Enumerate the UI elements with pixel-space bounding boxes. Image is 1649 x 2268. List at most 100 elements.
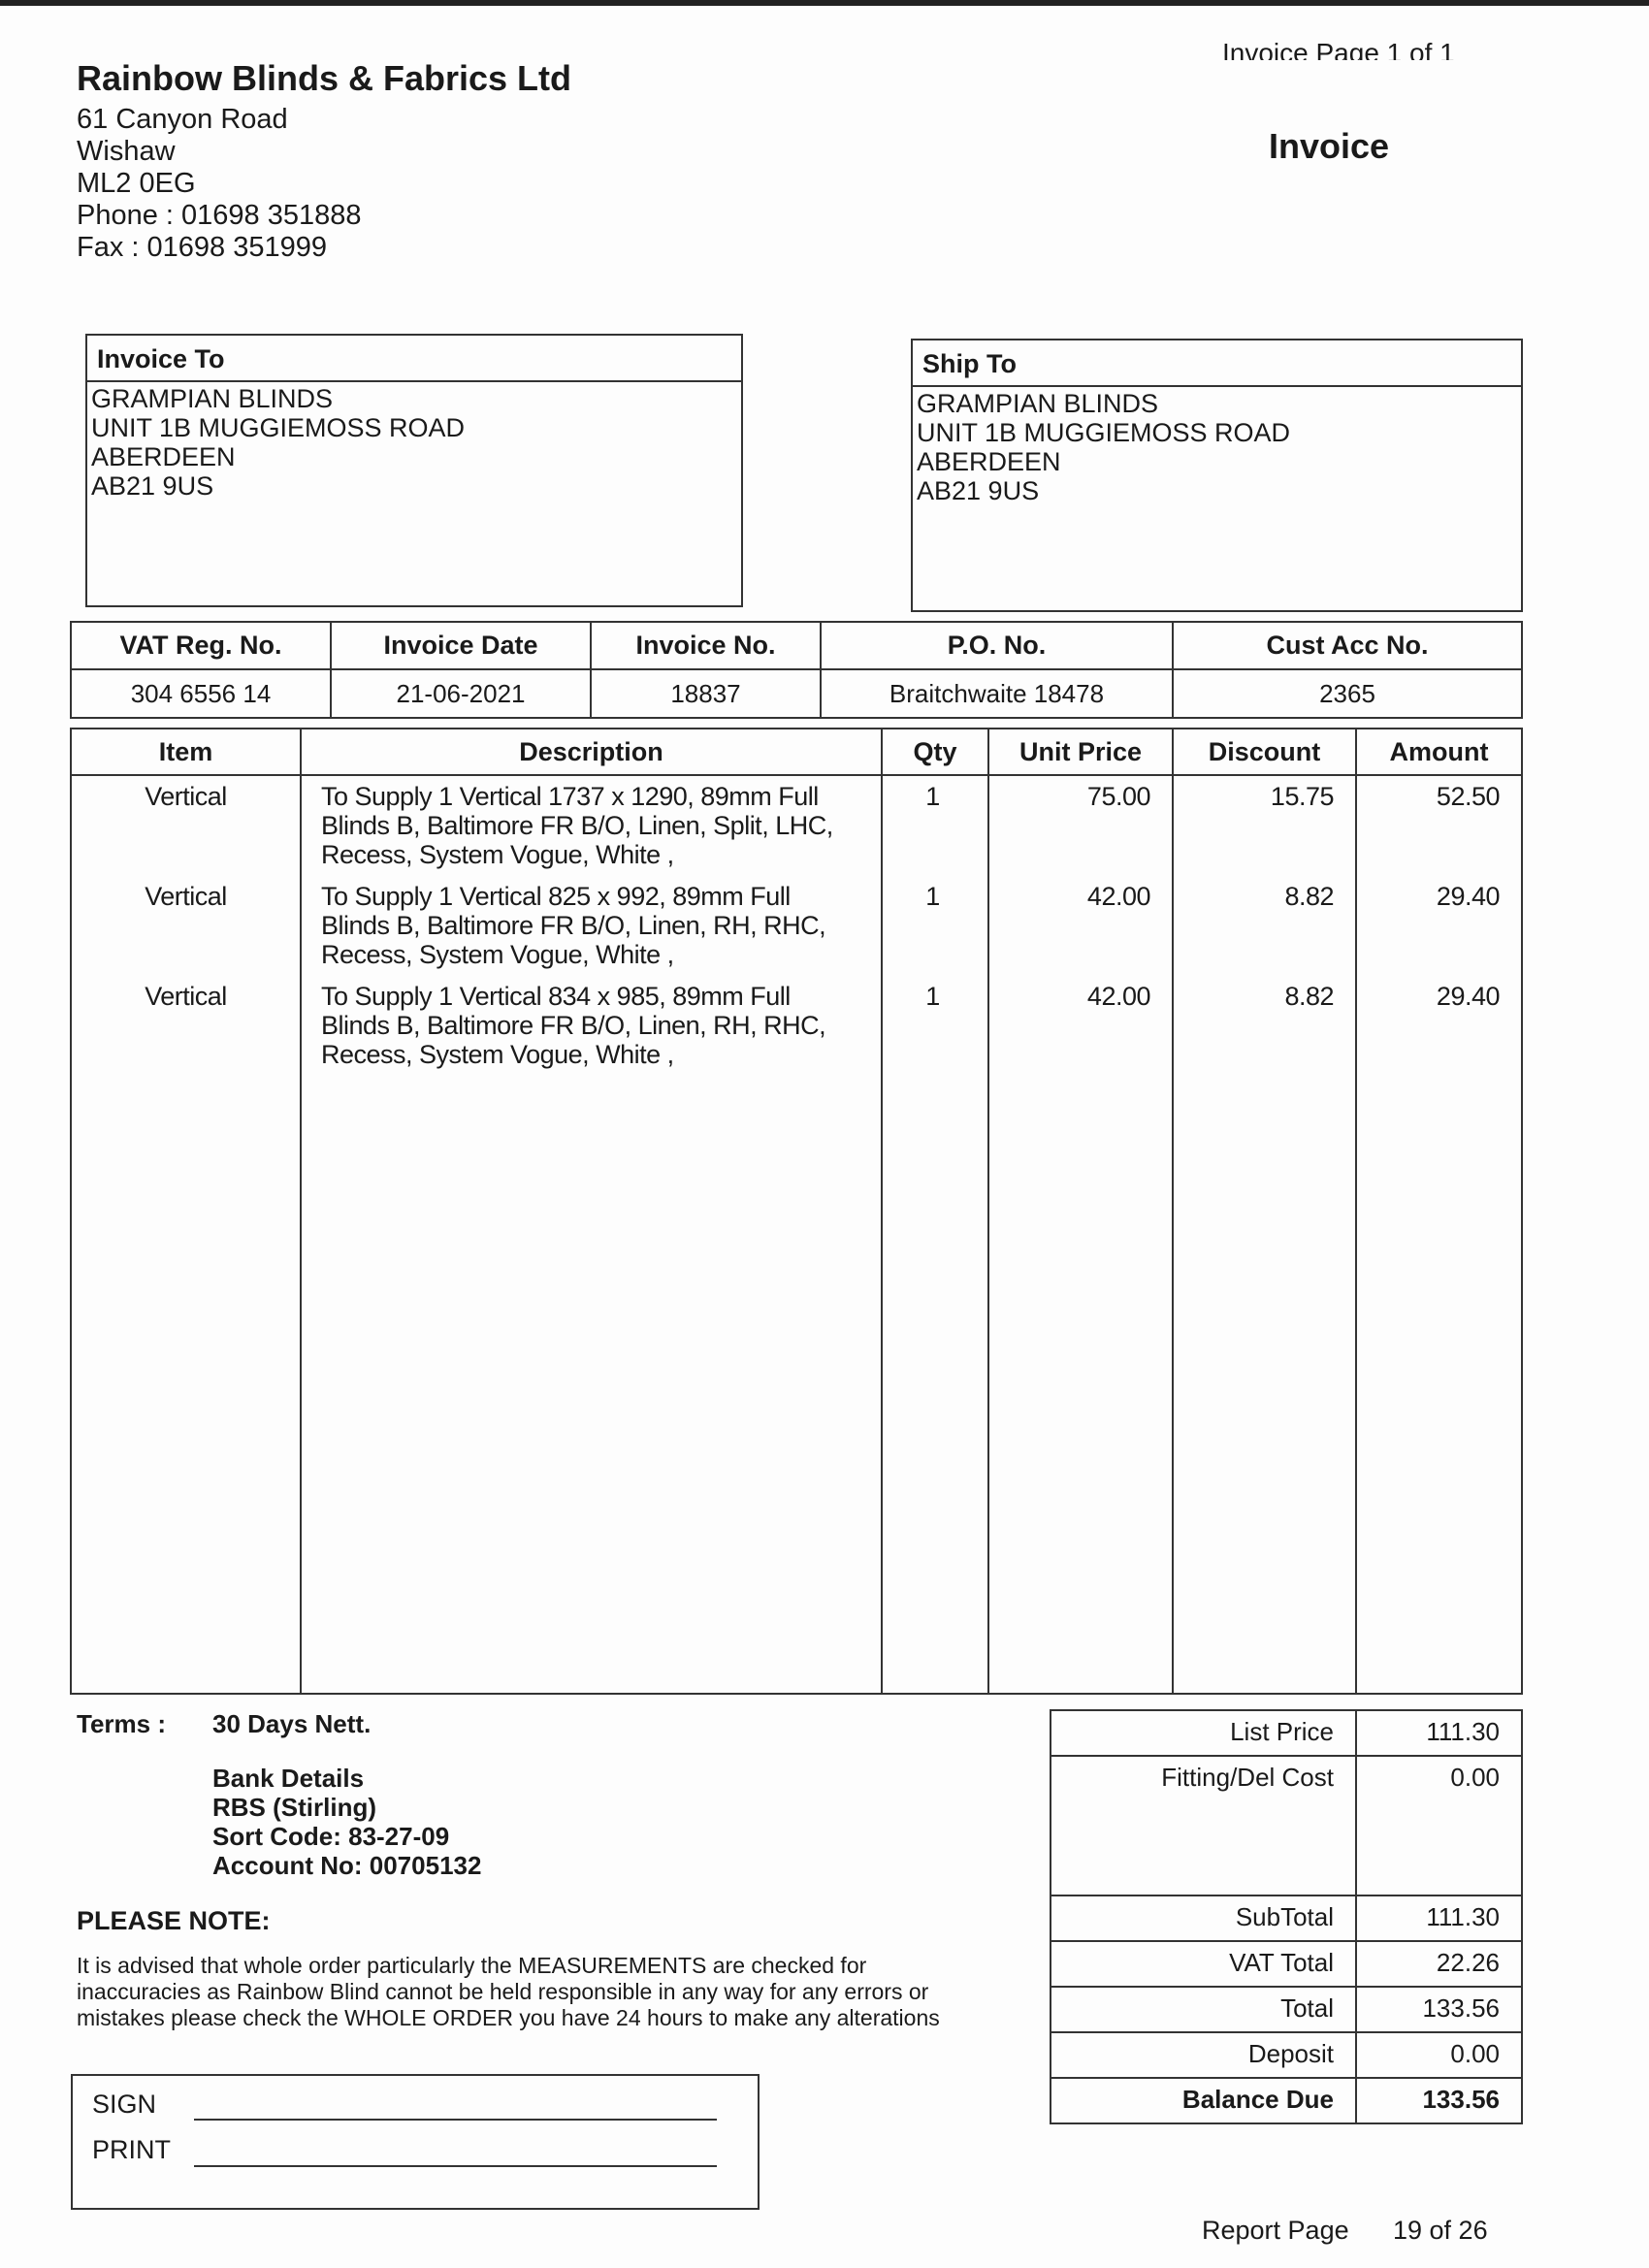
amount-column: 52.50 29.40 29.40 [1355, 774, 1523, 1695]
description-line: To Supply 1 Vertical 1737 x 1290, 89mm F… [321, 782, 819, 811]
total-label: Total [1050, 1986, 1357, 2033]
description-cell: To Supply 1 Vertical 1737 x 1290, 89mm F… [321, 782, 880, 882]
discount-cell: 15.75 [1270, 782, 1335, 811]
cust-acc-value: 2365 [1172, 668, 1523, 719]
description-line: Recess, System Vogue, White , [321, 940, 674, 969]
item-cell: Vertical [145, 982, 227, 1011]
note-title: PLEASE NOTE: [77, 1906, 271, 1935]
totals-table: List Price 111.30 Fitting/Del Cost 0.00 Su… [1050, 1709, 1523, 2124]
discount-column: 15.75 8.82 8.82 [1172, 774, 1357, 1695]
print-label: PRINT [92, 2135, 171, 2164]
invoice-info-table: VAT Reg. No. Invoice Date Invoice No. P.… [70, 621, 1523, 719]
amount-cell: 52.50 [1436, 782, 1501, 811]
description-line: Blinds B, Baltimore FR B/O, Linen, RH, R… [321, 911, 826, 940]
sign-label: SIGN [92, 2090, 157, 2119]
sign-line[interactable] [194, 2119, 717, 2121]
company-address-line: 61 Canyon Road [77, 104, 288, 135]
company-phone: Phone : 01698 351888 [77, 200, 362, 231]
qty-cell: 1 [925, 782, 940, 811]
print-line[interactable] [194, 2165, 717, 2167]
invoice-to-line: AB21 9US [91, 471, 214, 501]
note-line: inaccuracies as Rainbow Blind cannot be … [77, 1979, 929, 2004]
description-line: To Supply 1 Vertical 825 x 992, 89mm Ful… [321, 882, 791, 911]
ship-to-line: GRAMPIAN BLINDS [917, 389, 1159, 418]
invoice-to-line: ABERDEEN [91, 442, 236, 471]
fitting-cost-value: 0.00 [1355, 1755, 1523, 1896]
invoice-to-label: Invoice To [87, 336, 741, 382]
item-cell: Vertical [145, 882, 227, 911]
bank-name: RBS (Stirling) [212, 1793, 376, 1822]
report-page-value: 19 of 26 [1393, 2216, 1488, 2245]
balance-due-value: 133.56 [1355, 2077, 1523, 2124]
description-line: Blinds B, Baltimore FR B/O, Linen, RH, R… [321, 1011, 826, 1040]
subtotal-label: SubTotal [1050, 1895, 1357, 1942]
invoice-no-header: Invoice No. [590, 621, 822, 670]
unit-price-cell: 42.00 [1086, 982, 1151, 1011]
discount-header: Discount [1172, 728, 1357, 776]
ship-to-line: ABERDEEN [917, 447, 1061, 476]
unit-price-header: Unit Price [987, 728, 1174, 776]
unit-price-cell: 75.00 [1086, 782, 1151, 811]
unit-price-cell: 42.00 [1086, 882, 1151, 911]
ship-to-box: Ship To GRAMPIAN BLINDS UNIT 1B MUGGIEMO… [911, 339, 1523, 612]
subtotal-value: 111.30 [1355, 1895, 1523, 1942]
company-address-line: ML2 0EG [77, 168, 196, 199]
note-line: It is advised that whole order particula… [77, 1953, 867, 1978]
deposit-label: Deposit [1050, 2031, 1357, 2079]
terms-label: Terms : [77, 1709, 166, 1738]
account-number: Account No: 00705132 [212, 1851, 482, 1880]
list-price-value: 111.30 [1355, 1709, 1523, 1757]
line-items-table: Item Description Qty Unit Price Discount… [70, 728, 1523, 1695]
bank-details-title: Bank Details [212, 1764, 365, 1793]
item-cell: Vertical [145, 782, 227, 811]
qty-cell: 1 [925, 882, 940, 911]
item-header: Item [70, 728, 302, 776]
ship-to-line: UNIT 1B MUGGIEMOSS ROAD [917, 418, 1291, 447]
description-line: Recess, System Vogue, White , [321, 1040, 674, 1069]
deposit-value: 0.00 [1355, 2031, 1523, 2079]
cust-acc-header: Cust Acc No. [1172, 621, 1523, 670]
sort-code: Sort Code: 83-27-09 [212, 1822, 450, 1851]
invoice-to-line: GRAMPIAN BLINDS [91, 384, 334, 413]
amount-cell: 29.40 [1436, 882, 1501, 911]
vat-reg-value: 304 6556 14 [70, 668, 332, 719]
page-indicator: Invoice Page 1 of 1 [1222, 38, 1455, 60]
amount-header: Amount [1355, 728, 1523, 776]
fitting-cost-label: Fitting/Del Cost [1050, 1755, 1357, 1896]
vat-reg-header: VAT Reg. No. [70, 621, 332, 670]
vat-total-value: 22.26 [1355, 1940, 1523, 1988]
terms-value: 30 Days Nett. [212, 1709, 372, 1738]
po-no-header: P.O. No. [820, 621, 1174, 670]
note-text: It is advised that whole order particula… [77, 1953, 940, 2031]
document-title: Invoice [1269, 126, 1390, 166]
invoice-to-line: UNIT 1B MUGGIEMOSS ROAD [91, 413, 466, 442]
discount-cell: 8.82 [1284, 982, 1334, 1011]
invoice-date-value: 21-06-2021 [330, 668, 592, 719]
description-line: Recess, System Vogue, White , [321, 840, 674, 869]
qty-header: Qty [881, 728, 989, 776]
qty-column: 1 1 1 [881, 774, 989, 1695]
qty-cell: 1 [925, 982, 940, 1011]
invoice-date-header: Invoice Date [330, 621, 592, 670]
vat-total-label: VAT Total [1050, 1940, 1357, 1988]
description-line: Blinds B, Baltimore FR B/O, Linen, Split… [321, 811, 833, 840]
company-address-line: Wishaw [77, 136, 176, 167]
discount-cell: 8.82 [1284, 882, 1334, 911]
description-header: Description [300, 728, 883, 776]
report-page-label: Report Page [1202, 2216, 1349, 2245]
description-cell: To Supply 1 Vertical 834 x 985, 89mm Ful… [321, 982, 880, 1082]
company-name: Rainbow Blinds & Fabrics Ltd [77, 58, 572, 98]
ship-to-line: AB21 9US [917, 476, 1040, 505]
amount-cell: 29.40 [1436, 982, 1501, 1011]
invoice-no-value: 18837 [590, 668, 822, 719]
company-fax: Fax : 01698 351999 [77, 232, 327, 263]
signature-box: SIGN PRINT [71, 2074, 760, 2210]
total-value: 133.56 [1355, 1986, 1523, 2033]
description-line: To Supply 1 Vertical 834 x 985, 89mm Ful… [321, 982, 791, 1011]
description-cell: To Supply 1 Vertical 825 x 992, 89mm Ful… [321, 882, 880, 982]
item-column: Vertical Vertical Vertical [70, 774, 302, 1695]
description-column: To Supply 1 Vertical 1737 x 1290, 89mm F… [300, 774, 883, 1695]
invoice-to-box: Invoice To GRAMPIAN BLINDS UNIT 1B MUGGI… [85, 334, 743, 607]
balance-due-label: Balance Due [1050, 2077, 1357, 2124]
note-line: mistakes please check the WHOLE ORDER yo… [77, 2005, 940, 2030]
